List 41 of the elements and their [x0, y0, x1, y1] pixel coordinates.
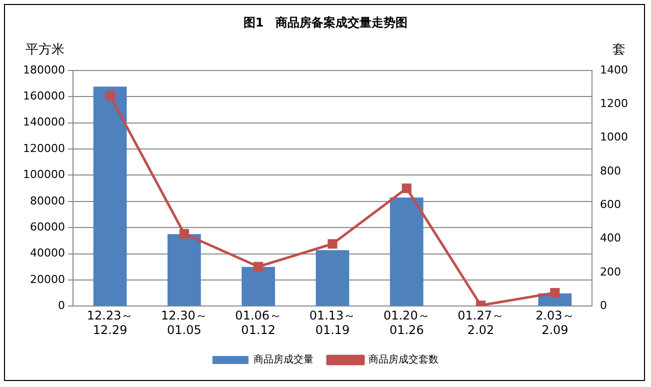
bar [93, 86, 127, 306]
y2-tick-label: 600 [600, 198, 622, 211]
legend-label: 商品房成交套数 [368, 354, 438, 366]
x-tick-label: 01.27～ 2.02 [458, 308, 504, 337]
y2-axis-title: 套 [612, 42, 626, 58]
bar [242, 266, 276, 306]
y-tick-label: 80000 [30, 194, 65, 208]
y-tick-label: 40000 [30, 246, 65, 260]
y2-tick-label: 1000 [600, 130, 628, 144]
y-tick-label: 160000 [22, 89, 65, 102]
y2-tick-label: 800 [600, 164, 622, 178]
x-tick-label: 12.23～ 12.29 [86, 308, 134, 337]
x-tick-label: 12.30～ 01.05 [161, 308, 208, 337]
y2-tick-label: 1400 [600, 63, 628, 76]
legend-label: 商品房成交量 [254, 354, 314, 366]
point [402, 184, 412, 194]
y-tick-label: 180000 [22, 63, 65, 76]
y2-tick-label: 400 [600, 232, 622, 245]
point [550, 288, 560, 298]
point [179, 228, 189, 239]
y2-tick-label: 0 [600, 299, 608, 312]
y-tick-label: 100000 [22, 168, 65, 182]
x-tick-label: 2.03～ 2.09 [536, 308, 574, 337]
y-tick-label: 20000 [30, 272, 65, 286]
point [254, 262, 264, 272]
x-tick-label: 01.13～ 01.19 [309, 308, 356, 337]
bar [316, 250, 350, 306]
y2-tick-label: 200 [600, 265, 622, 278]
x-tick-label: 01.20～ 01.26 [383, 308, 430, 337]
y-tick-label: 0 [58, 299, 65, 312]
y-tick-label: 60000 [30, 220, 65, 234]
y-tick-label: 120000 [22, 142, 65, 155]
bar [390, 197, 424, 306]
point [105, 90, 115, 100]
x-tick-label: 01.06～ 01.12 [235, 308, 282, 337]
chart-title: 图1 商品房备案成交量走势图 [243, 15, 408, 30]
y2-tick-label: 1200 [600, 96, 628, 110]
y-axis-title: 平方米 [26, 41, 64, 58]
point [328, 239, 338, 249]
bar [168, 234, 201, 306]
y-tick-label: 140000 [22, 116, 65, 129]
